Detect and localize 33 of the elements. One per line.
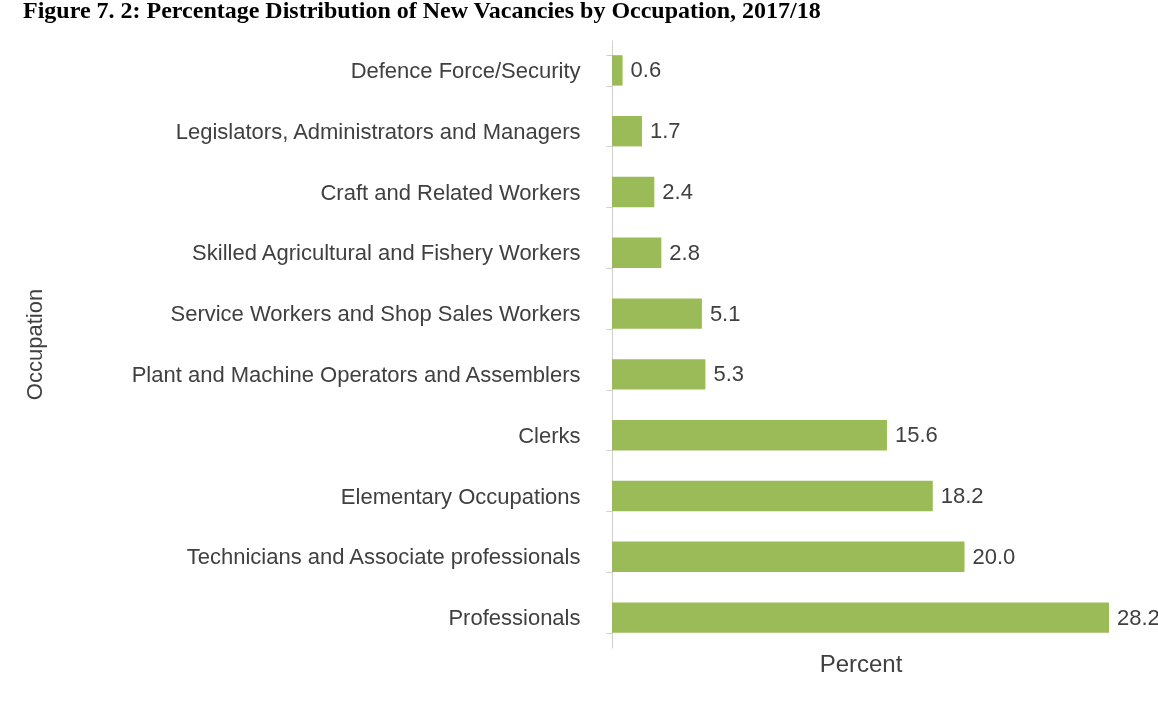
bar	[612, 359, 706, 390]
y-tick-label: Technicians and Associate professionals	[186, 544, 581, 570]
y-tick-label: Plant and Machine Operators and Assemblers	[131, 361, 581, 387]
y-tick-label: Elementary Occupations	[340, 483, 581, 509]
bar	[612, 237, 662, 268]
data-label: 2.8	[669, 239, 700, 265]
y-tick-label: Defence Force/Security	[350, 57, 581, 83]
data-label: 5.3	[713, 361, 744, 387]
data-label: 28.2	[1117, 604, 1158, 630]
data-label: 1.7	[649, 118, 681, 144]
bar	[612, 298, 702, 329]
bar	[612, 420, 887, 451]
y-tick-label: Skilled Agricultural and Fishery Workers	[192, 240, 581, 266]
bar	[612, 176, 655, 208]
data-label: 18.2	[940, 483, 984, 508]
bar	[612, 55, 623, 86]
y-tick-label: Service Workers and Shop Sales Workers	[170, 301, 581, 327]
data-label: 15.6	[894, 422, 938, 448]
data-label: 2.4	[662, 179, 693, 204]
bar	[612, 541, 965, 572]
data-label: 20.0	[972, 543, 1016, 569]
y-tick-label: Clerks	[518, 422, 581, 448]
bar	[612, 602, 1109, 633]
data-label: 0.6	[630, 57, 662, 83]
y-tick-label: Legislators, Administrators and Managers	[175, 118, 581, 144]
x-axis-title: Percent	[819, 649, 903, 677]
y-tick-label: Craft and Related Workers	[320, 179, 581, 205]
bar	[612, 116, 642, 147]
bar	[612, 480, 933, 512]
y-axis-title: Occupation	[21, 288, 47, 401]
data-label: 5.1	[709, 300, 741, 326]
chart-title: Figure 7. 2: Percentage Distribution of New Vacancies by Occupation, 2017/18	[23, 0, 821, 23]
y-tick-label: Professionals	[448, 605, 581, 631]
